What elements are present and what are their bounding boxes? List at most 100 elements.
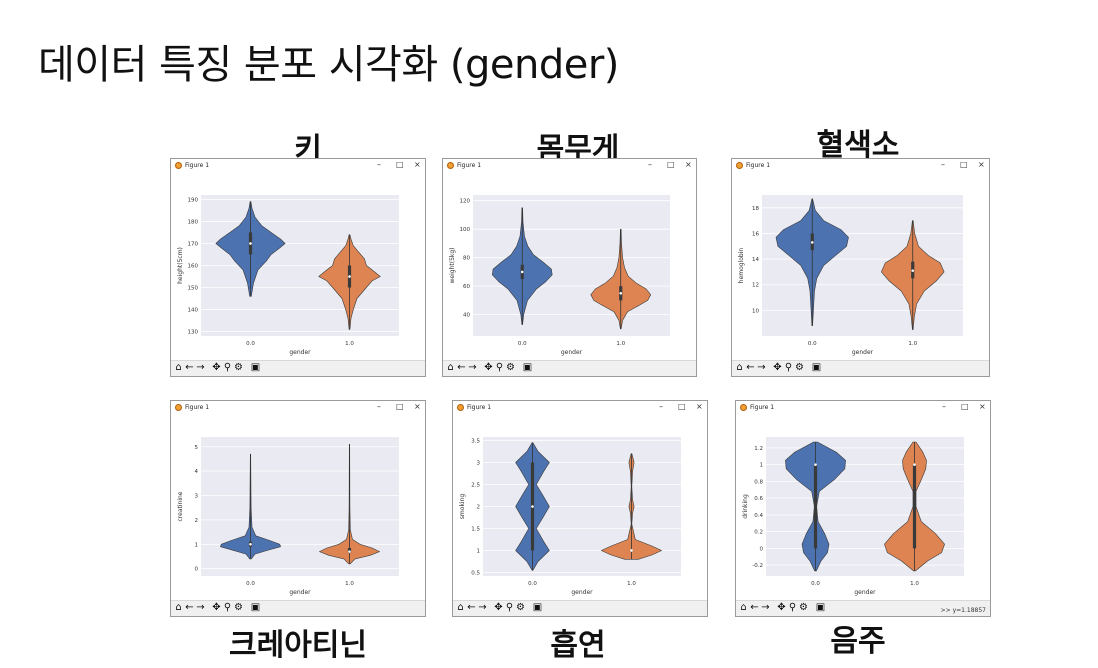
forward-arrow-icon[interactable]: →: [761, 602, 770, 613]
zoom-icon[interactable]: ⚲: [495, 362, 504, 373]
y-tick-label: 0.8: [754, 479, 763, 485]
forward-arrow-icon[interactable]: →: [478, 602, 487, 613]
maximize-button[interactable]: □: [678, 402, 686, 411]
pan-icon[interactable]: ✥: [773, 362, 782, 373]
x-tick-label: 0.0: [246, 341, 255, 347]
pan-icon[interactable]: ✥: [212, 362, 221, 373]
figure-app-icon: [457, 404, 464, 411]
figure-toolbar: ⌂ ← → ✥ ⚲ ⚙ ▣: [453, 600, 707, 616]
forward-arrow-icon[interactable]: →: [757, 362, 766, 373]
y-axis-label: smoking: [459, 494, 466, 520]
home-icon[interactable]: ⌂: [447, 362, 454, 373]
save-icon[interactable]: ▣: [522, 362, 533, 373]
violin-iqr-box: [813, 464, 818, 549]
violin-chart: 0.5 1 1.5 2 2.5 3 3.5 0.0 1.0 gender smoking: [459, 437, 681, 596]
home-icon[interactable]: ⌂: [740, 602, 747, 613]
save-icon[interactable]: ▣: [811, 362, 822, 373]
minimize-button[interactable]: –: [941, 160, 945, 169]
close-button[interactable]: ×: [685, 160, 692, 169]
save-icon[interactable]: ▣: [815, 602, 826, 613]
pan-icon[interactable]: ✥: [484, 362, 493, 373]
window-titlebar[interactable]: Figure 1 – □ ×: [736, 401, 990, 415]
close-button[interactable]: ×: [979, 402, 986, 411]
y-tick-label: 0.5: [471, 570, 480, 576]
figure-window: Figure 1 – □ × 0 1 2 3 4 5 0.0 1.0 gender creatinine ⌂…: [170, 400, 426, 617]
pan-icon[interactable]: ✥: [494, 602, 503, 613]
zoom-icon[interactable]: ⚲: [223, 602, 232, 613]
maximize-button[interactable]: □: [396, 402, 404, 411]
y-tick-label: 0: [760, 546, 764, 552]
window-titlebar[interactable]: Figure 1 – □ ×: [443, 159, 696, 173]
configure-icon[interactable]: ⚙: [799, 602, 808, 613]
maximize-button[interactable]: □: [960, 160, 968, 169]
maximize-button[interactable]: □: [667, 160, 675, 169]
close-button[interactable]: ×: [414, 402, 421, 411]
minimize-button[interactable]: –: [648, 160, 652, 169]
close-button[interactable]: ×: [696, 402, 703, 411]
close-button[interactable]: ×: [978, 160, 985, 169]
minimize-button[interactable]: –: [377, 402, 381, 411]
violin-chart: 130 140 150 160 170 180 190 0.0 1.0 gender height(…: [177, 195, 399, 356]
window-titlebar[interactable]: Figure 1 – □ ×: [732, 159, 989, 173]
configure-icon[interactable]: ⚙: [516, 602, 525, 613]
y-tick-label: 10: [752, 308, 759, 314]
window-titlebar[interactable]: Figure 1 – □ ×: [171, 401, 425, 415]
x-axis-label: gender: [289, 589, 311, 596]
zoom-icon[interactable]: ⚲: [784, 362, 793, 373]
y-tick-label: 160: [188, 264, 199, 270]
y-tick-label: 2: [477, 505, 481, 511]
back-arrow-icon[interactable]: ←: [185, 362, 194, 373]
x-tick-label: 0.0: [528, 581, 537, 587]
violin-chart: 40 60 80 100 120 0.0 1.0 gender weight(5kg): [449, 195, 670, 356]
configure-icon[interactable]: ⚙: [795, 362, 804, 373]
y-tick-label: 18: [752, 206, 759, 212]
violin-iqr-box: [912, 464, 917, 549]
back-arrow-icon[interactable]: ←: [467, 602, 476, 613]
minimize-button[interactable]: –: [659, 402, 663, 411]
minimize-button[interactable]: –: [942, 402, 946, 411]
window-titlebar[interactable]: Figure 1 – □ ×: [171, 159, 425, 173]
back-arrow-icon[interactable]: ←: [746, 362, 755, 373]
window-titlebar[interactable]: Figure 1 – □ ×: [453, 401, 707, 415]
back-arrow-icon[interactable]: ←: [457, 362, 466, 373]
violin-median-dot: [911, 269, 915, 272]
pan-icon[interactable]: ✥: [212, 602, 221, 613]
save-icon[interactable]: ▣: [250, 362, 261, 373]
save-icon[interactable]: ▣: [250, 602, 261, 613]
close-button[interactable]: ×: [414, 160, 421, 169]
zoom-icon[interactable]: ⚲: [505, 602, 514, 613]
y-tick-label: 3: [195, 494, 199, 500]
y-tick-label: 180: [188, 219, 199, 225]
back-arrow-icon[interactable]: ←: [750, 602, 759, 613]
maximize-button[interactable]: □: [396, 160, 404, 169]
violin-chart: -0.2 0 0.2 0.4 0.6 0.8 1 1.2 0.0 1.0 gender drinkin…: [742, 437, 964, 596]
save-icon[interactable]: ▣: [532, 602, 543, 613]
minimize-button[interactable]: –: [377, 160, 381, 169]
configure-icon[interactable]: ⚙: [234, 362, 243, 373]
violin-chart: 10 12 14 16 18 0.0 1.0 gender hemoglobin: [738, 195, 963, 356]
figure-toolbar: ⌂ ← → ✥ ⚲ ⚙ ▣: [171, 360, 425, 376]
zoom-icon[interactable]: ⚲: [223, 362, 232, 373]
y-axis-label: drinking: [742, 494, 749, 519]
violin-median-dot: [619, 291, 623, 295]
maximize-button[interactable]: □: [961, 402, 969, 411]
violin-median-dot: [810, 241, 814, 244]
home-icon[interactable]: ⌂: [175, 362, 182, 373]
violin-median-dot: [814, 463, 817, 466]
back-arrow-icon[interactable]: ←: [185, 602, 194, 613]
zoom-icon[interactable]: ⚲: [788, 602, 797, 613]
cursor-coordinate-readout: >> y=1.18857: [940, 607, 986, 614]
configure-icon[interactable]: ⚙: [506, 362, 515, 373]
y-axis-label: height(5cm): [177, 247, 184, 284]
forward-arrow-icon[interactable]: →: [196, 602, 205, 613]
pan-icon[interactable]: ✥: [777, 602, 786, 613]
configure-icon[interactable]: ⚙: [234, 602, 243, 613]
forward-arrow-icon[interactable]: →: [196, 362, 205, 373]
y-tick-label: 0.2: [754, 530, 763, 536]
x-tick-label: 0.0: [811, 581, 820, 587]
forward-arrow-icon[interactable]: →: [468, 362, 477, 373]
home-icon[interactable]: ⌂: [736, 362, 743, 373]
home-icon[interactable]: ⌂: [457, 602, 464, 613]
home-icon[interactable]: ⌂: [175, 602, 182, 613]
figure-toolbar: ⌂ ← → ✥ ⚲ ⚙ ▣: [171, 600, 425, 616]
